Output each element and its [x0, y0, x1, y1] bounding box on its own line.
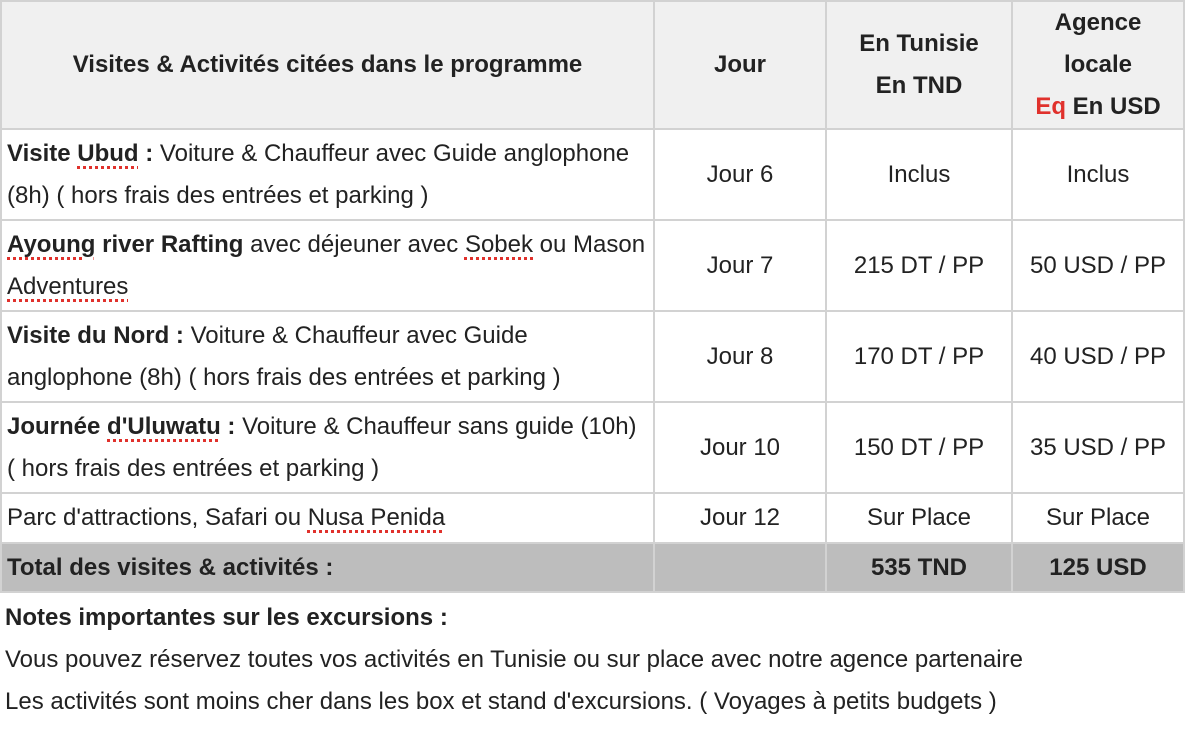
header-row: Visites & Activités citées dans le progr… — [0, 0, 1185, 130]
text-segment: Voiture & Chauffeur avec Guide anglophon… — [7, 139, 630, 209]
text-segment: Visite — [7, 139, 78, 167]
text-segment: En TND — [875, 72, 963, 99]
day-cell: Jour 7 — [653, 219, 827, 312]
text-segment: En USD — [1065, 93, 1161, 120]
text-segment: Jour — [713, 51, 766, 78]
table-row: Journée d'Uluwatu : Voiture & Chauffeur … — [0, 401, 1185, 494]
text-segment: : — [220, 412, 243, 440]
tnd-cell: Sur Place — [825, 492, 1013, 544]
text-segment: Agence locale — [1054, 9, 1142, 78]
text-segment: Visite du Nord : — [7, 321, 191, 349]
text-segment: Sobek — [464, 230, 534, 258]
day-cell: Jour 12 — [653, 492, 827, 544]
tnd-cell: Inclus — [825, 128, 1013, 221]
text-segment: Ubud — [77, 139, 139, 167]
text-segment: river Rafting — [95, 230, 244, 258]
activity-cell: Visite du Nord : Voiture & Chauffeur ave… — [0, 310, 655, 403]
usd-cell: Sur Place — [1011, 492, 1185, 544]
day-cell: Jour 8 — [653, 310, 827, 403]
header-cell: En Tunisie En TND — [825, 0, 1013, 130]
tnd-cell: 170 DT / PP — [825, 310, 1013, 403]
total-row: Total des visites & activités : 535 TND 12… — [0, 542, 1185, 593]
notes-title: Notes importantes sur les excursions : — [5, 604, 448, 631]
text-segment: Adventures — [7, 272, 129, 300]
table-row: Visite du Nord : Voiture & Chauffeur ave… — [0, 310, 1185, 403]
text-segment: : — [138, 139, 160, 167]
text-segment: ou Mason — [533, 230, 646, 258]
usd-cell: 40 USD / PP — [1011, 310, 1185, 403]
text-segment: Eq — [1035, 93, 1066, 120]
usd-cell: 35 USD / PP — [1011, 401, 1185, 494]
activity-cell: Parc d'attractions, Safari ou Nusa Penid… — [0, 492, 655, 544]
notes-line: Les activités sont moins cher dans les b… — [5, 688, 997, 715]
total-tnd: 535 TND — [825, 542, 1013, 593]
day-cell: Jour 6 — [653, 128, 827, 221]
activity-cell: Journée d'Uluwatu : Voiture & Chauffeur … — [0, 401, 655, 494]
text-segment: Voiture & Chauffeur avec Guide anglophon… — [7, 321, 561, 391]
notes: Notes importantes sur les excursions : Vo… — [5, 597, 1023, 723]
text-segment: Visites & Activités citées dans le progr… — [72, 51, 583, 78]
text-segment: Ayoung — [7, 230, 96, 258]
day-cell: Jour 10 — [653, 401, 827, 494]
text-segment: Journée — [7, 412, 108, 440]
text-segment: Nusa Penida — [307, 504, 446, 531]
usd-cell: 50 USD / PP — [1011, 219, 1185, 312]
text-segment: Parc d'attractions, Safari ou — [7, 504, 308, 531]
table-row: Visite Ubud : Voiture & Chauffeur avec G… — [0, 128, 1185, 221]
excursions-table: Visites & Activités citées dans le progr… — [0, 0, 1185, 593]
header-cell: Visites & Activités citées dans le progr… — [0, 0, 655, 130]
text-segment: En Tunisie — [859, 30, 979, 57]
tnd-cell: 150 DT / PP — [825, 401, 1013, 494]
text-segment: Voiture & Chauffeur sans guide (10h) ( h… — [7, 412, 637, 482]
activity-cell: Visite Ubud : Voiture & Chauffeur avec G… — [0, 128, 655, 221]
tnd-cell: 215 DT / PP — [825, 219, 1013, 312]
table-row: Parc d'attractions, Safari ou Nusa Penid… — [0, 492, 1185, 544]
total-label: Total des visites & activités : — [0, 542, 655, 593]
empty-cell — [653, 542, 827, 593]
table-body: Visite Ubud : Voiture & Chauffeur avec G… — [0, 128, 1185, 593]
header-cell: Agence locale Eq En USD — [1011, 0, 1185, 130]
text-segment: d'Uluwatu — [107, 412, 221, 440]
text-segment: avec déjeuner avec — [243, 230, 465, 258]
header-cell: Jour — [653, 0, 827, 130]
notes-line: Vous pouvez réservez toutes vos activité… — [5, 646, 1023, 673]
activity-cell: Ayoung river Rafting avec déjeuner avec … — [0, 219, 655, 312]
usd-cell: Inclus — [1011, 128, 1185, 221]
total-usd: 125 USD — [1011, 542, 1185, 593]
table-row: Ayoung river Rafting avec déjeuner avec … — [0, 219, 1185, 312]
